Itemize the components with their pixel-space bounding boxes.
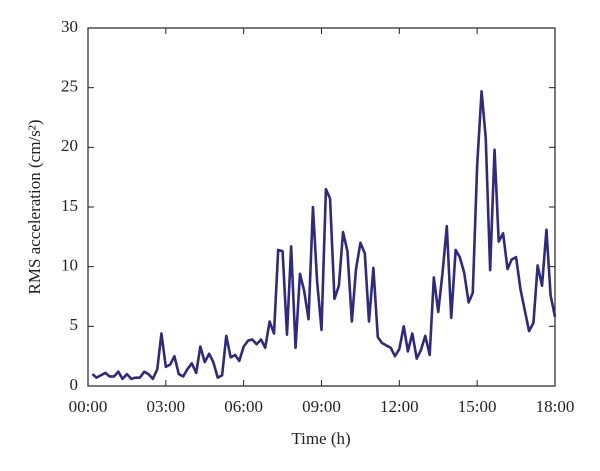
y-axis-label: RMS acceleration (cm/s²) bbox=[25, 119, 44, 294]
y-tick-label: 5 bbox=[70, 315, 79, 334]
x-tick-label: 06:00 bbox=[224, 397, 263, 416]
x-tick-label: 00:00 bbox=[69, 397, 108, 416]
x-tick-label: 15:00 bbox=[458, 397, 497, 416]
x-axis-label: Time (h) bbox=[291, 429, 350, 448]
y-tick-label: 30 bbox=[61, 17, 78, 36]
y-tick-label: 25 bbox=[61, 77, 78, 96]
x-tick-label: 09:00 bbox=[302, 397, 341, 416]
x-tick-label: 03:00 bbox=[146, 397, 185, 416]
y-tick-label: 10 bbox=[61, 256, 78, 275]
y-tick-label: 0 bbox=[70, 375, 79, 394]
data-line bbox=[91, 89, 557, 381]
x-tick-label: 12:00 bbox=[380, 397, 419, 416]
x-tick-label: 18:00 bbox=[536, 397, 575, 416]
y-tick-label: 20 bbox=[61, 136, 78, 155]
plot-frame bbox=[87, 27, 556, 387]
y-tick-label: 15 bbox=[61, 196, 78, 215]
